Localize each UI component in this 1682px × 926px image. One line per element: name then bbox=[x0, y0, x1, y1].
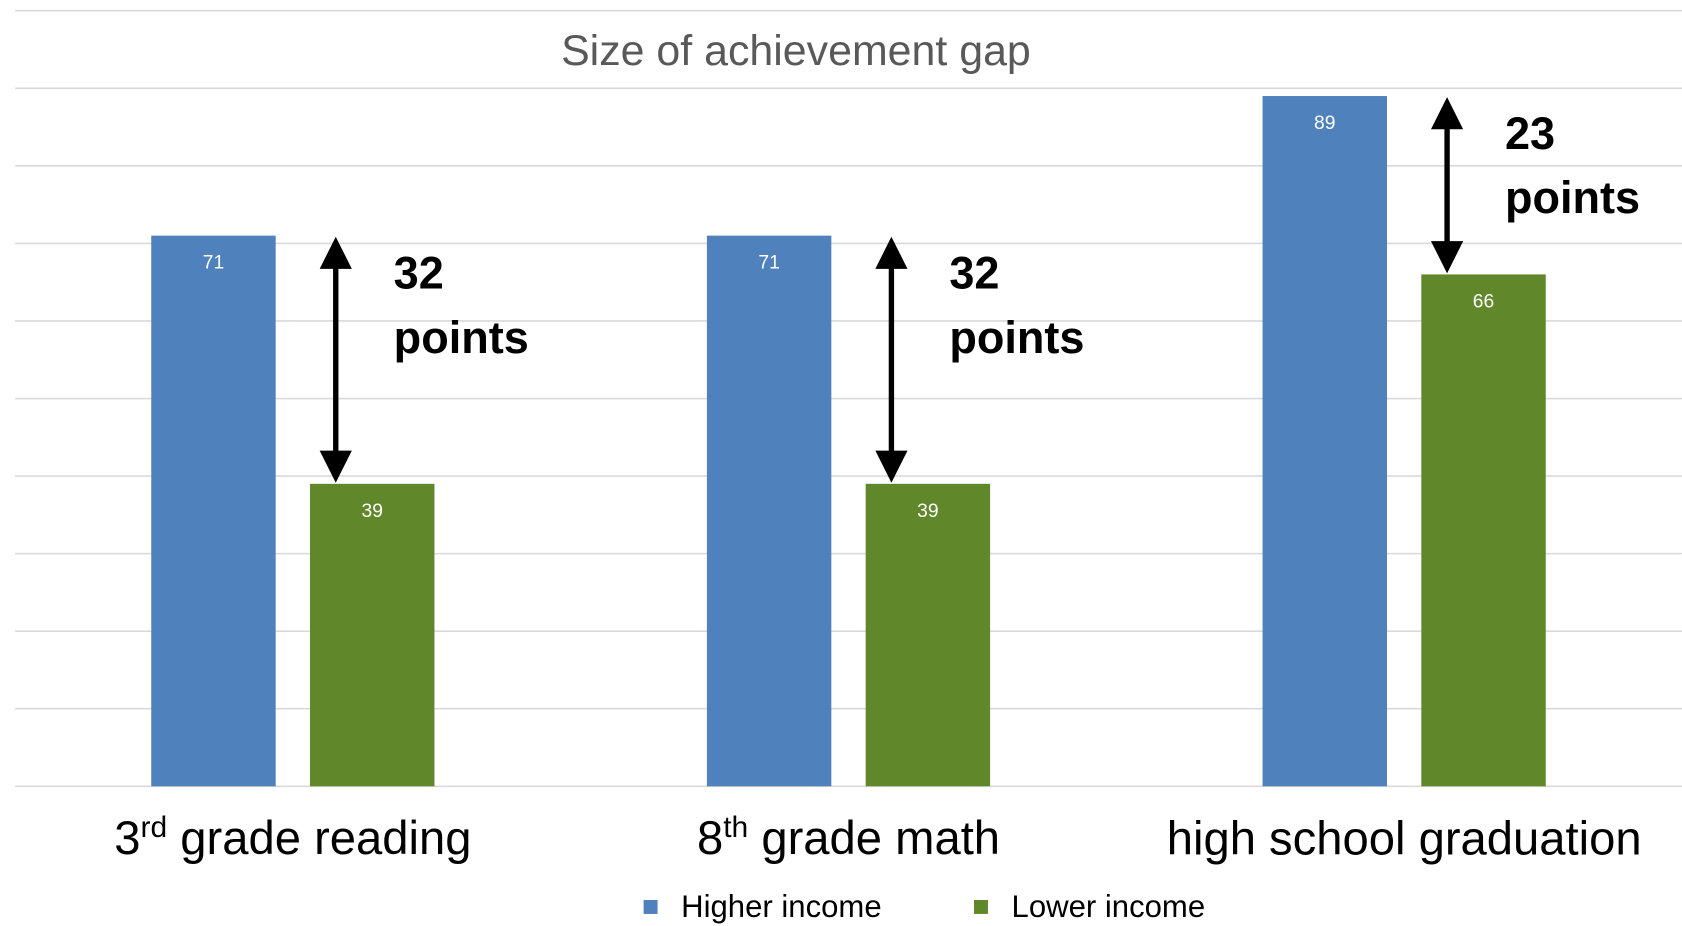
bar bbox=[1421, 274, 1546, 787]
plot-root: Size of achievement gap 3rd grade readin… bbox=[15, 9, 1682, 924]
gap-annotation: 23 points bbox=[1505, 108, 1640, 223]
bar bbox=[865, 483, 991, 787]
bar bbox=[706, 235, 832, 787]
bar bbox=[151, 235, 276, 787]
gap-annotation: 32 points bbox=[394, 247, 529, 362]
annotation-line: points bbox=[394, 312, 529, 363]
label-part: grade math bbox=[748, 813, 1000, 866]
legend-label: Lower income bbox=[1012, 889, 1206, 924]
gap-annotation: 32 points bbox=[949, 247, 1084, 362]
value-label: 39 bbox=[917, 501, 938, 522]
x-tick-label: 8th grade math bbox=[697, 811, 1000, 865]
value-label: 66 bbox=[1473, 291, 1494, 312]
bar bbox=[310, 483, 435, 787]
label-superscript: rd bbox=[140, 811, 167, 844]
annotation-line: points bbox=[949, 312, 1084, 363]
label-part: 8 bbox=[697, 813, 723, 866]
value-label: 71 bbox=[758, 253, 779, 274]
label-part: 3 bbox=[114, 813, 140, 866]
legend-label: Higher income bbox=[681, 889, 881, 924]
legend-swatch bbox=[974, 899, 988, 914]
legend-swatch bbox=[643, 899, 658, 914]
bar bbox=[1262, 96, 1388, 787]
x-tick-label: 3rd grade reading bbox=[114, 811, 471, 865]
label-part: grade reading bbox=[167, 813, 471, 866]
annotation-line: 23 bbox=[1505, 108, 1555, 159]
label-superscript: th bbox=[723, 811, 748, 844]
chart-title: Size of achievement gap bbox=[561, 27, 1031, 75]
value-label: 71 bbox=[203, 253, 224, 274]
value-label: 89 bbox=[1314, 113, 1335, 134]
annotation-line: 32 bbox=[394, 247, 444, 298]
annotation-line: 32 bbox=[949, 247, 999, 298]
value-label: 39 bbox=[361, 501, 382, 522]
annotation-line: points bbox=[1505, 172, 1640, 223]
x-tick-label: high school graduation bbox=[1167, 813, 1642, 866]
